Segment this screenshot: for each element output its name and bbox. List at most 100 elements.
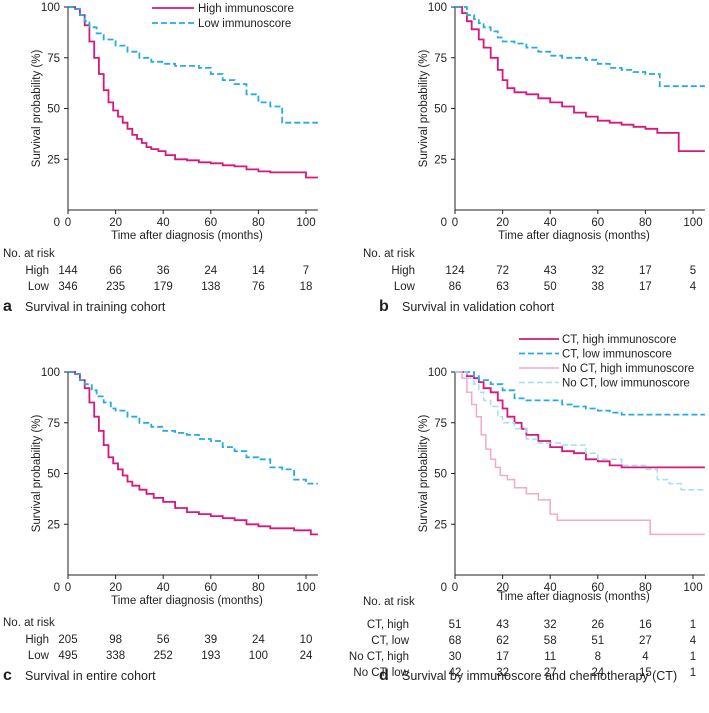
x-tick-label: 40 (157, 582, 170, 594)
panel-letter: c (3, 667, 12, 684)
at-risk-value: 138 (201, 281, 220, 293)
at-risk-value: 179 (154, 281, 173, 293)
series-line-a-1 (68, 6, 318, 124)
x-tick-label: 100 (683, 217, 702, 229)
panel-letter: a (3, 298, 12, 315)
y-axis-title: Survival probability (%) (31, 50, 43, 168)
chart-panel-c: 0 20 40 60 80 100 25 50 75 100 0 Time after diagnos… (3, 367, 318, 684)
at-risk-value: 56 (157, 634, 170, 646)
at-risk-value: 17 (639, 281, 652, 293)
at-risk-value: 1 (690, 619, 696, 631)
origin-label: 0 (54, 217, 60, 229)
legend-label: Low immunoscore (198, 18, 291, 30)
series-line-b-0 (455, 6, 705, 152)
at-risk-value: 193 (201, 650, 220, 662)
x-tick-label: 60 (204, 217, 217, 229)
y-tick-label: 25 (434, 519, 447, 531)
x-tick-label: 60 (204, 582, 217, 594)
x-tick-label: 60 (591, 582, 604, 594)
y-tick-label: 75 (47, 53, 60, 65)
x-tick-label: 0 (452, 582, 458, 594)
at-risk-value: 51 (591, 635, 604, 647)
y-tick-label: 100 (41, 367, 60, 379)
at-risk-value: 7 (303, 265, 309, 277)
at-risk-value: 36 (157, 265, 170, 277)
panel-title: Survival in entire cohort (25, 669, 156, 683)
origin-label: 0 (441, 217, 447, 229)
chart-panel-a: 0 20 40 60 80 100 25 50 75 100 0 Time after diagnos… (3, 2, 318, 315)
x-tick-label: 40 (157, 217, 170, 229)
at-risk-value: 26 (591, 619, 604, 631)
x-tick-label: 40 (544, 217, 557, 229)
at-risk-row-label: High (25, 634, 49, 646)
series-line-d-2 (455, 371, 705, 536)
at-risk-value: 17 (639, 265, 652, 277)
x-tick-label: 0 (65, 582, 71, 594)
at-risk-value: 14 (252, 265, 265, 277)
at-risk-value: 1 (690, 651, 696, 663)
at-risk-value: 30 (449, 651, 462, 663)
at-risk-value: 42 (449, 667, 462, 679)
series-line-c-0 (68, 371, 318, 536)
at-risk-value: 32 (544, 619, 557, 631)
at-risk-row-label: Low (394, 281, 416, 293)
at-risk-value: 15 (639, 667, 652, 679)
series-line-c-1 (68, 371, 318, 485)
at-risk-value: 32 (496, 667, 509, 679)
at-risk-value: 10 (300, 634, 313, 646)
x-axis-title: Time after diagnosis (months) (498, 591, 650, 603)
at-risk-value: 43 (544, 265, 557, 277)
x-axis-title: Time after diagnosis (months) (498, 230, 650, 242)
at-risk-value: 8 (595, 651, 601, 663)
x-tick-label: 40 (544, 582, 557, 594)
y-tick-label: 75 (47, 418, 60, 430)
y-tick-label: 25 (47, 519, 60, 531)
at-risk-value: 86 (449, 281, 462, 293)
x-tick-label: 100 (296, 582, 315, 594)
at-risk-value: 144 (58, 265, 78, 277)
at-risk-value: 51 (449, 619, 462, 631)
y-axis-title: Survival probability (%) (31, 415, 43, 533)
at-risk-value: 252 (154, 650, 173, 662)
x-tick-label: 0 (452, 217, 458, 229)
x-tick-label: 80 (639, 217, 652, 229)
at-risk-value: 18 (300, 281, 313, 293)
at-risk-title: No. at risk (3, 617, 55, 629)
x-axis-title: Time after diagnosis (months) (111, 230, 263, 242)
x-tick-label: 0 (65, 217, 71, 229)
at-risk-title: No. at risk (363, 248, 415, 260)
at-risk-row-label: No CT, high (349, 651, 409, 663)
legend-label: No CT, high immunoscore (562, 363, 694, 375)
at-risk-title: No. at risk (3, 248, 55, 260)
panel-letter: d (379, 667, 389, 684)
series-line-b-1 (455, 6, 705, 88)
y-tick-label: 50 (434, 469, 447, 481)
legend-label: High immunoscore (198, 3, 294, 15)
at-risk-row-label: Low (28, 281, 50, 293)
at-risk-value: 205 (58, 634, 77, 646)
y-tick-label: 50 (47, 469, 60, 481)
y-tick-label: 25 (434, 154, 447, 166)
y-tick-label: 100 (41, 2, 60, 14)
at-risk-value: 68 (449, 635, 462, 647)
y-tick-label: 75 (434, 53, 447, 65)
at-risk-value: 58 (544, 635, 557, 647)
panel-title: Survival in training cohort (25, 300, 166, 314)
x-tick-label: 20 (496, 217, 509, 229)
at-risk-value: 4 (690, 281, 697, 293)
at-risk-value: 4 (642, 651, 649, 663)
at-risk-value: 16 (639, 619, 652, 631)
at-risk-value: 495 (58, 650, 77, 662)
at-risk-row-label: High (25, 265, 49, 277)
at-risk-title: No. at risk (363, 596, 415, 608)
panel-letter: b (379, 298, 389, 315)
x-tick-label: 80 (252, 217, 265, 229)
at-risk-value: 5 (690, 265, 696, 277)
panel-title: Survival by immunoscore and chemotherapy… (402, 669, 677, 683)
legend-label: No CT, low immunoscore (562, 378, 690, 390)
x-tick-label: 100 (296, 217, 315, 229)
x-tick-label: 60 (591, 217, 604, 229)
series-line-d-3 (455, 371, 705, 491)
at-risk-value: 235 (106, 281, 125, 293)
at-risk-value: 27 (639, 635, 652, 647)
